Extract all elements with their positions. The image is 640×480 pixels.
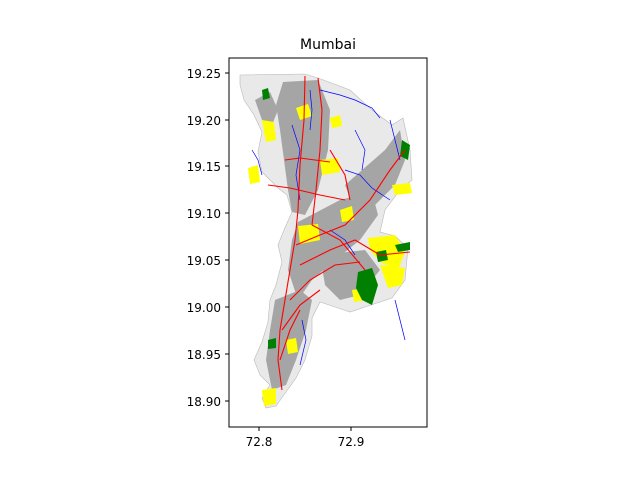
parks-layer [262, 88, 410, 349]
y-tick-label: 18.95 [187, 348, 221, 362]
y-tick-label: 19.10 [187, 207, 221, 221]
roads-layer [267, 75, 411, 391]
map-layers [239, 73, 413, 409]
y-tick-label: 19.05 [187, 254, 221, 268]
y-tick-label: 19.25 [187, 67, 221, 81]
x-tick-label: 72.8 [246, 435, 273, 449]
x-tick-label: 72.9 [338, 435, 365, 449]
y-tick-label: 19.15 [187, 160, 221, 174]
y-tick-label: 19.00 [187, 301, 221, 315]
map-title: Mumbai [300, 37, 356, 53]
y-tick-label: 18.90 [187, 395, 221, 409]
waterways-layer [251, 89, 406, 366]
y-axis: 19.25 19.20 19.15 19.10 19.05 19.00 18.9… [187, 67, 229, 409]
y-tick-label: 19.20 [187, 114, 221, 128]
x-axis: 72.8 72.9 [246, 427, 365, 449]
